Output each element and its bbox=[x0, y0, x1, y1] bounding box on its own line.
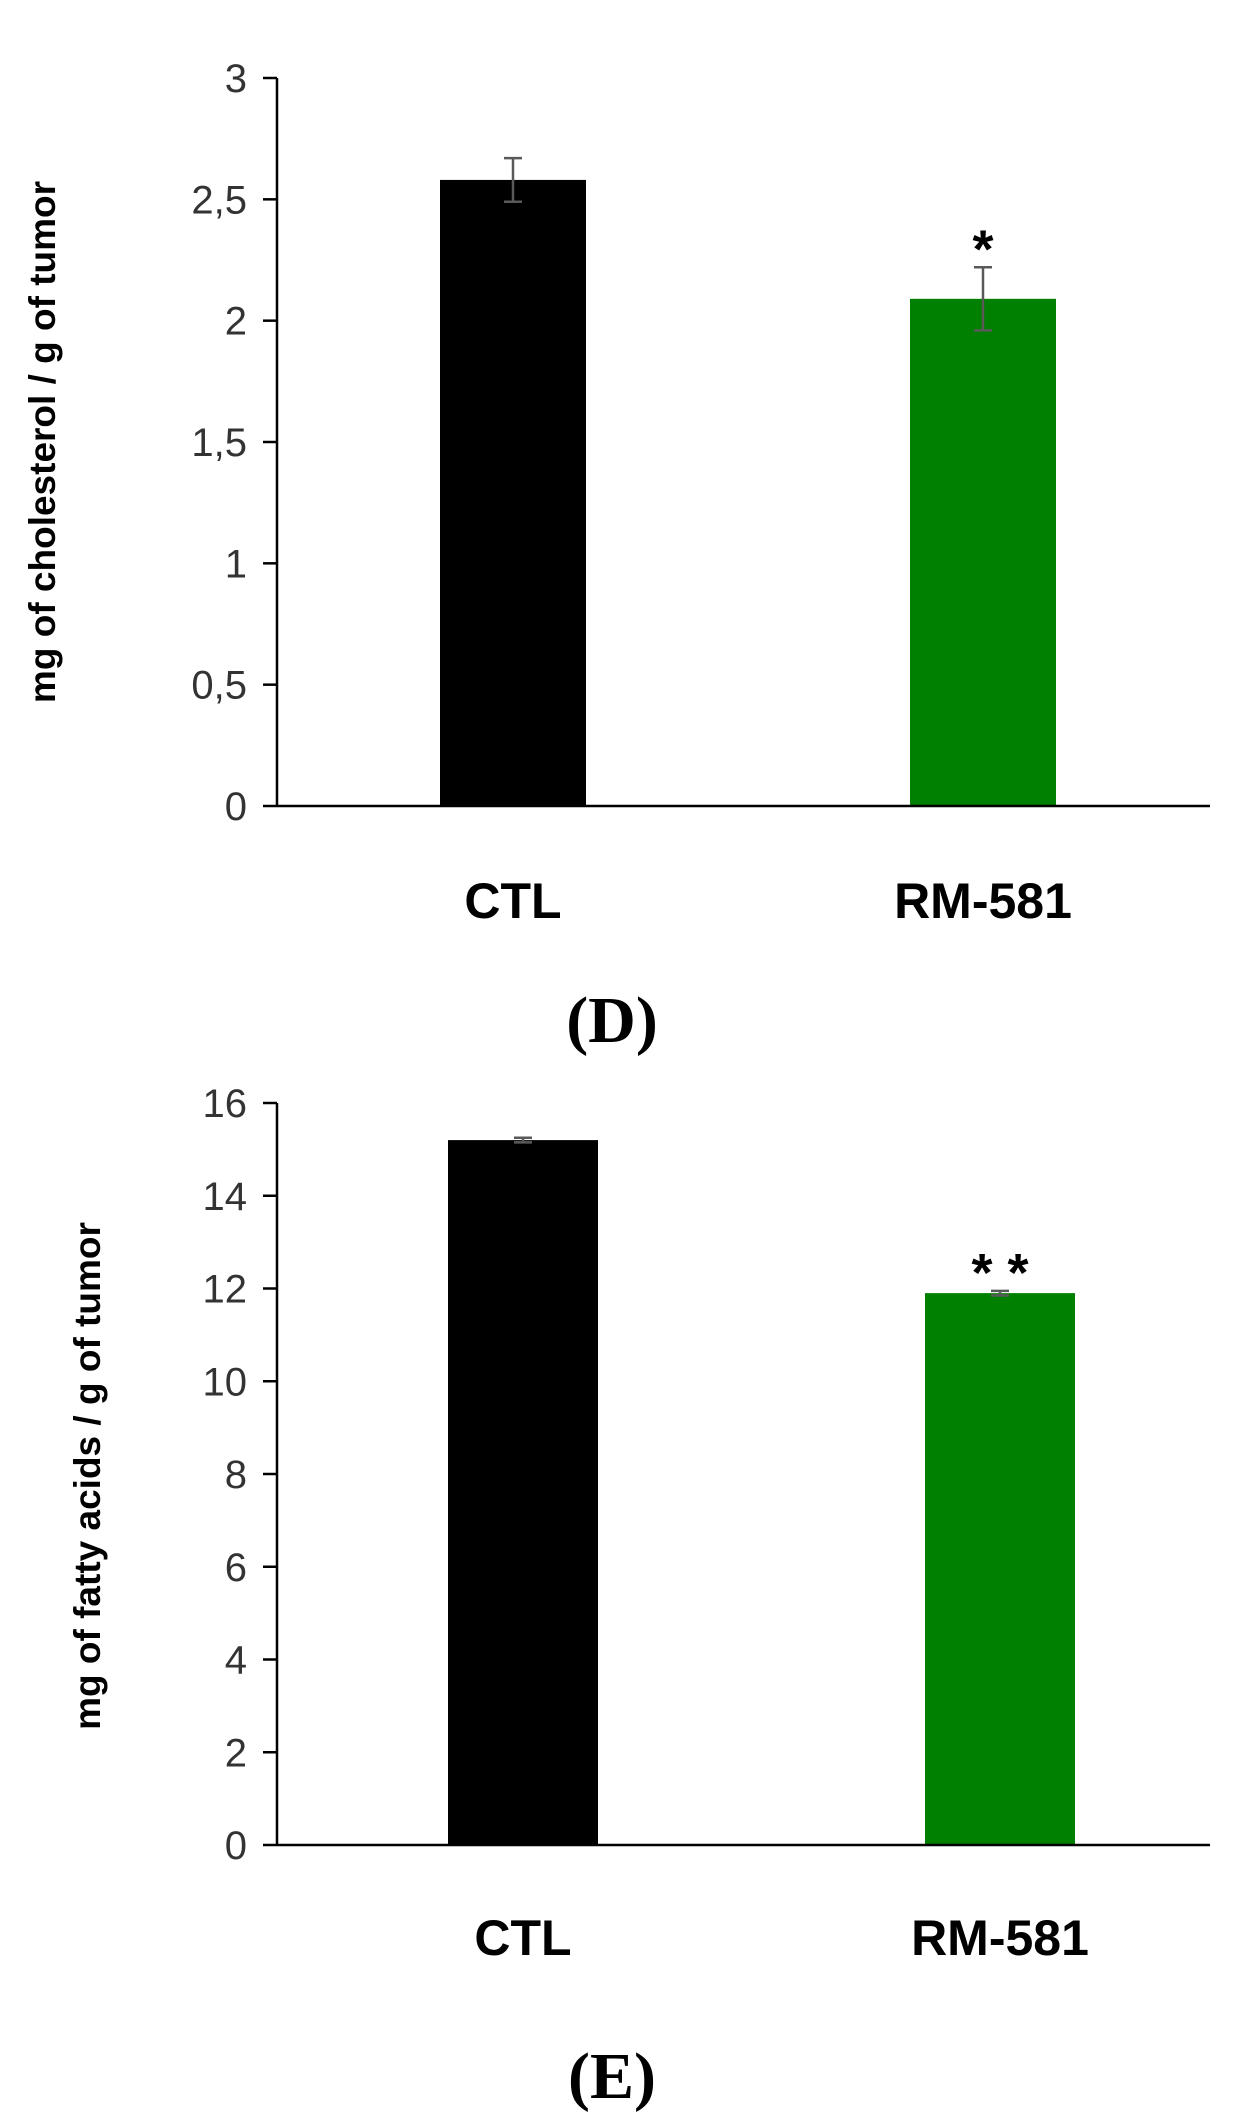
bar-ctl bbox=[448, 1140, 598, 1845]
y-tick-label: 2 bbox=[225, 1731, 247, 1775]
y-tick-label: 3 bbox=[225, 57, 247, 101]
y-axis-title: mg of fatty acids / g of tumor bbox=[67, 1222, 108, 1730]
chart-panel-e: 0 2 4 6 8 10 12 14 16 CTL * * RM-581 mg of fatty aci… bbox=[67, 1082, 1210, 2113]
significance-label: * bbox=[972, 219, 993, 279]
bar-rm-581 bbox=[910, 298, 1056, 806]
bar-ctl bbox=[440, 179, 586, 807]
panel-label: (E) bbox=[568, 2040, 656, 2113]
y-tick-label: 16 bbox=[203, 1082, 248, 1126]
significance-label: * * bbox=[971, 1243, 1028, 1303]
y-tick-label: 4 bbox=[225, 1639, 247, 1683]
bar-rm-581 bbox=[925, 1293, 1075, 1845]
y-tick-label: 2 bbox=[225, 300, 247, 344]
y-tick-label: 0,5 bbox=[191, 664, 247, 708]
category-label: CTL bbox=[474, 1910, 571, 1966]
y-tick-label: 10 bbox=[203, 1360, 248, 1404]
y-tick-label: 6 bbox=[225, 1546, 247, 1590]
y-tick-label: 14 bbox=[203, 1175, 248, 1219]
y-tick-label: 0 bbox=[225, 785, 247, 829]
y-tick-label: 1,5 bbox=[191, 421, 247, 465]
panel-label: (D) bbox=[566, 984, 658, 1057]
category-label: CTL bbox=[464, 873, 561, 929]
chart-panel-d: 0 0,5 1 1,5 2 2,5 3 CTL * RM-581 mg of cholesterol… bbox=[22, 57, 1210, 1057]
category-label: RM-581 bbox=[894, 873, 1072, 929]
category-label: RM-581 bbox=[911, 1910, 1089, 1966]
y-tick-label: 2,5 bbox=[191, 178, 247, 222]
y-tick-label: 12 bbox=[203, 1268, 248, 1312]
y-tick-label: 1 bbox=[225, 542, 247, 586]
y-tick-label: 0 bbox=[225, 1824, 247, 1868]
y-tick-label: 8 bbox=[225, 1453, 247, 1497]
y-axis-title: mg of cholesterol / g of tumor bbox=[22, 181, 63, 703]
